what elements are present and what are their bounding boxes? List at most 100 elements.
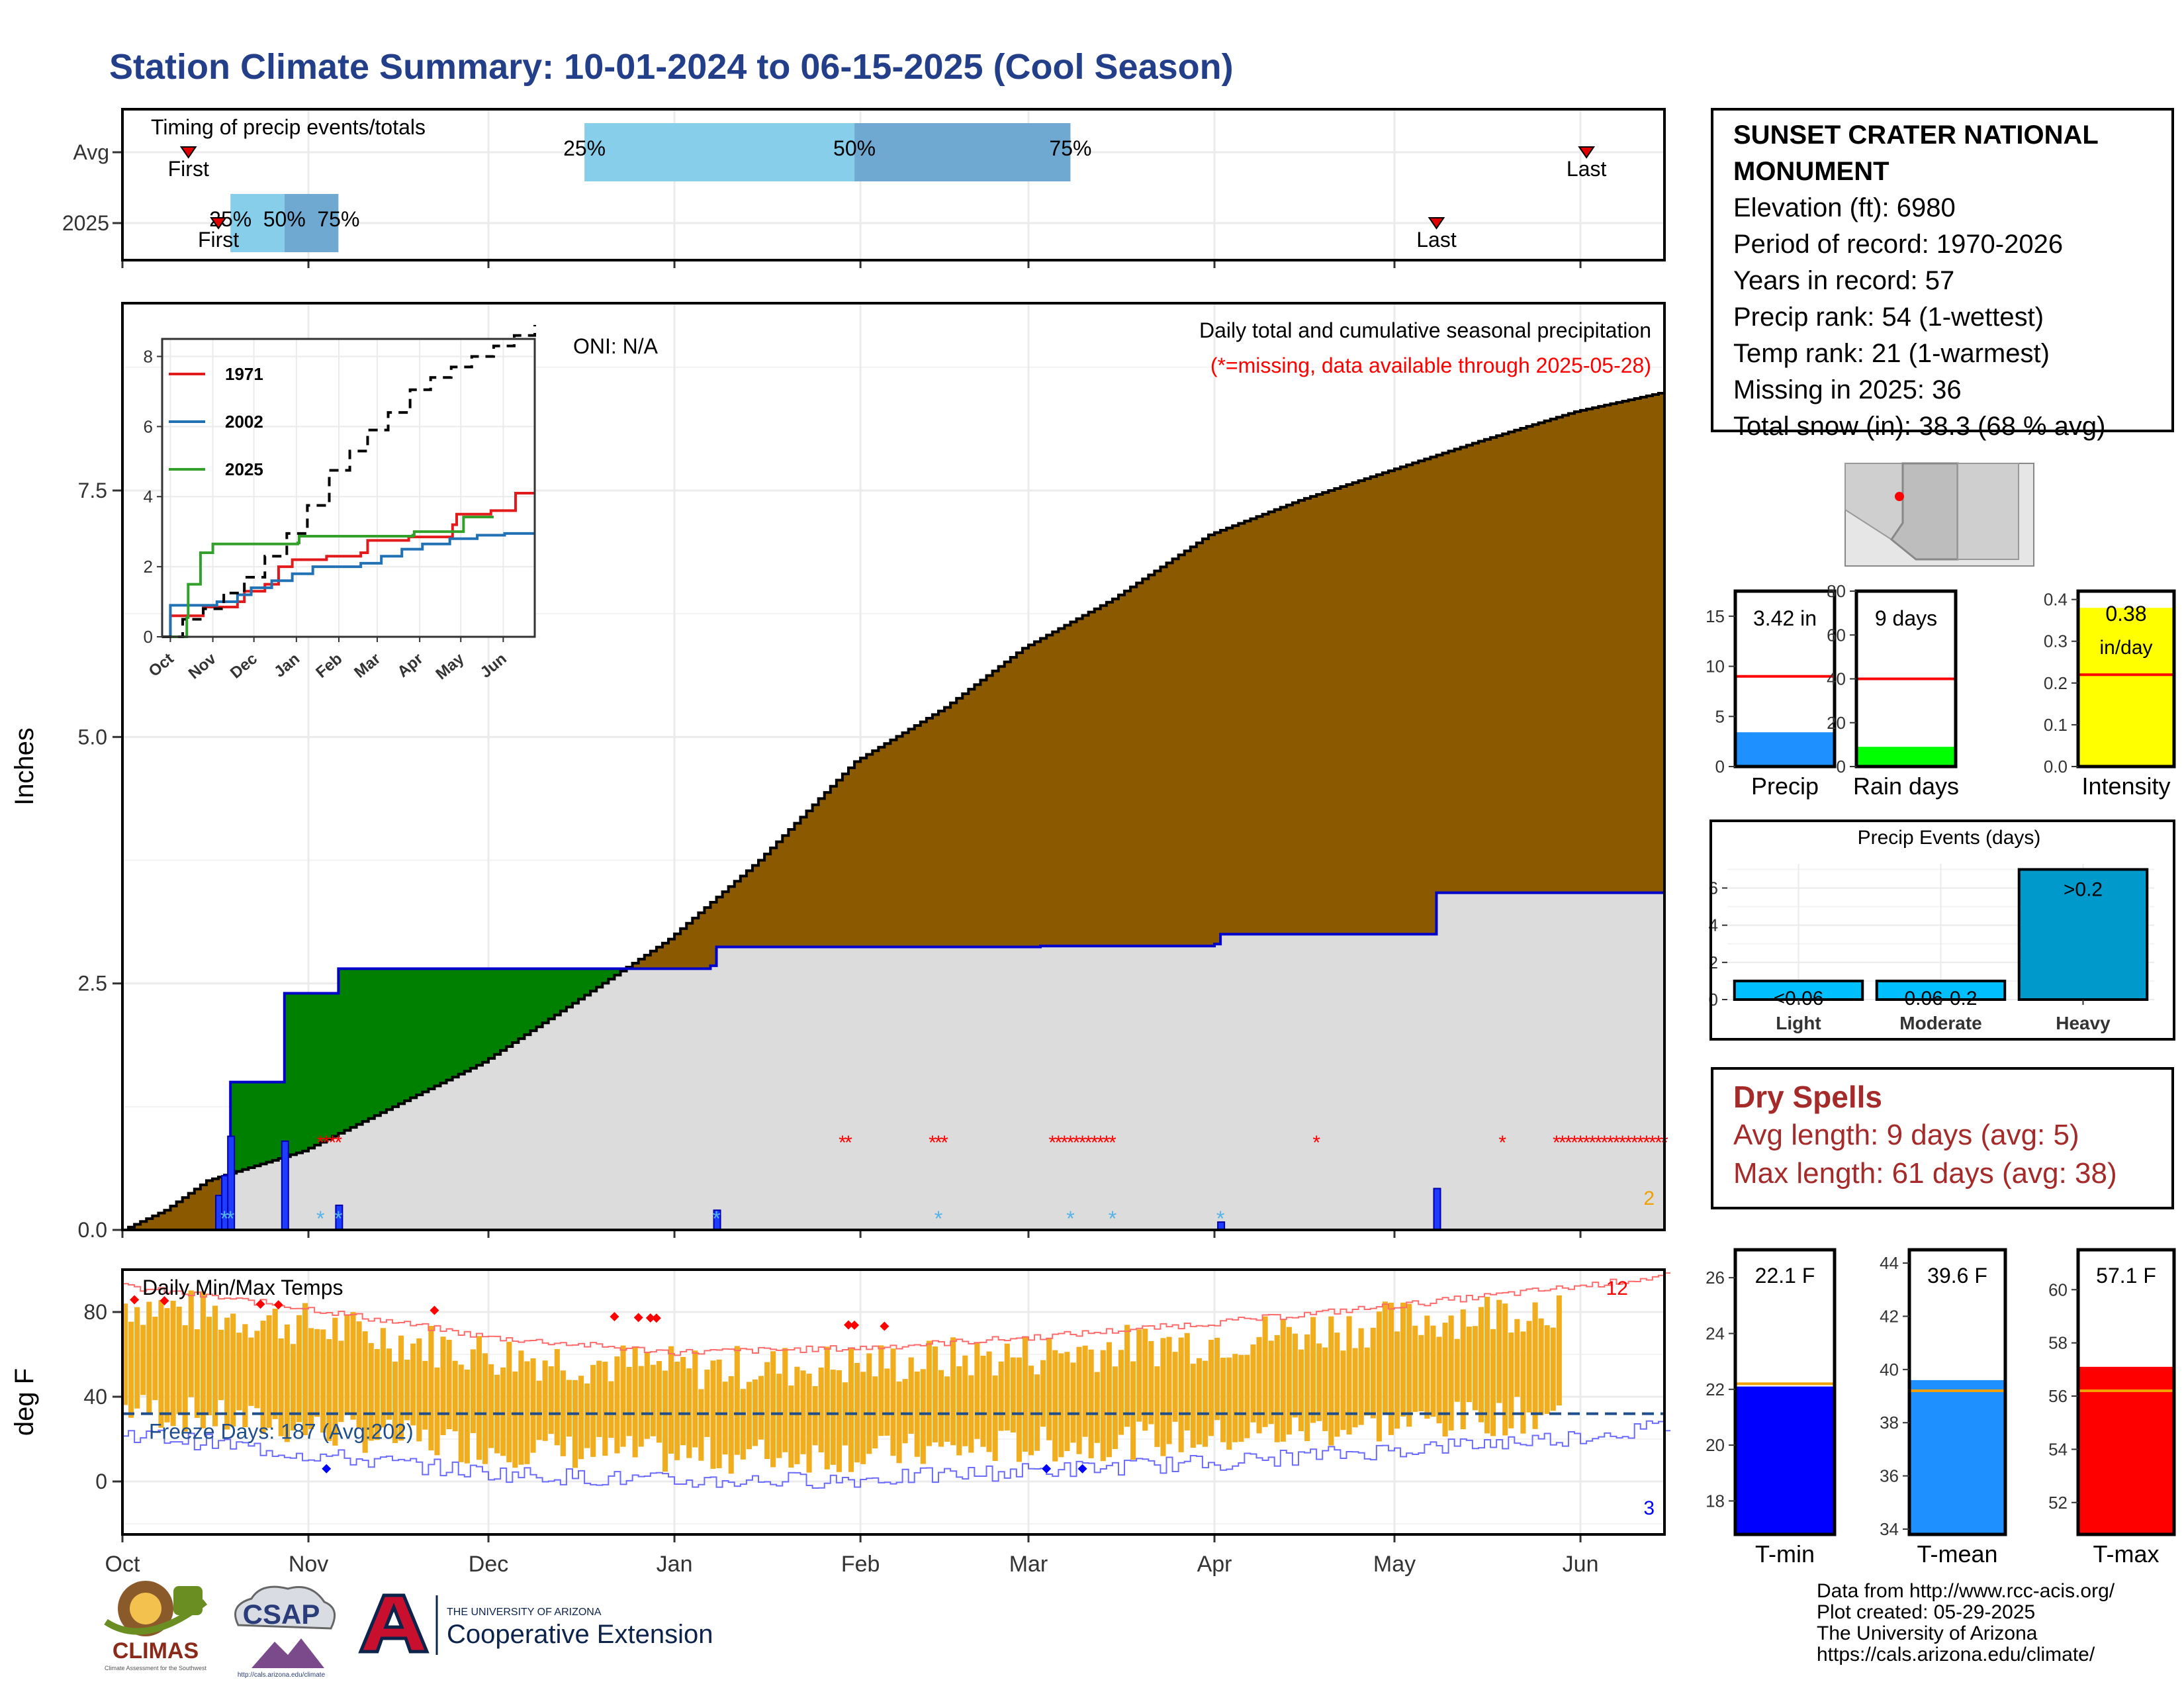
daily-temp-bar [446,1339,452,1430]
daily-temp-bar [230,1313,236,1427]
daily-temp-bar [194,1329,200,1419]
mini-y-tick-label: 5 [1715,706,1725,726]
daily-temp-bar [1400,1302,1406,1417]
record-high-marker [130,1295,140,1305]
snow-marker: * [712,1207,720,1231]
daily-temp-bar [830,1370,836,1465]
daily-temp-bar [554,1349,560,1446]
daily-temp-bar [1448,1315,1454,1430]
missing-marker: * [1079,1132,1087,1154]
daily-temp-bar [644,1352,650,1439]
temp-y-label: deg F [10,1368,39,1436]
station-line-precip-rank: Precip rank: 54 (1-wettest) [1733,303,2044,332]
daily-temp-bar [956,1366,962,1456]
footer-source: Data from http://www.rcc-acis.org/ [1817,1580,2115,1602]
daily-temp-bar [248,1337,254,1406]
daily-temp-bar [1130,1361,1136,1460]
map-state-nm [1957,463,2019,560]
daily-temp-bar [464,1370,470,1464]
daily-temp-bar [974,1342,980,1439]
daily-temp-bar [992,1375,998,1461]
daily-temp-bar [740,1389,746,1460]
temp-y-tick-label: 80 [83,1300,107,1324]
page-title: Station Climate Summary: 10-01-2024 to 0… [109,47,1234,87]
timing-label-50: 50% [263,207,306,231]
inset-bg [162,339,535,637]
missing-marker: * [1570,1132,1578,1154]
daily-temp-bar [1286,1327,1292,1435]
record-high-marker [880,1321,889,1331]
last-marker [1428,217,1445,230]
station-line-temp-rank: Temp rank: 21 (1-warmest) [1733,339,2050,368]
inset-legend-label: 2025 [225,459,263,479]
daily-temp-bar [1196,1358,1202,1445]
daily-temp-bar [650,1364,656,1436]
daily-temp-bar [338,1340,344,1423]
daily-temp-bar [1346,1316,1352,1435]
missing-marker: * [940,1132,948,1154]
daily-temp-bar [1394,1331,1400,1429]
missing-marker: * [1091,1132,1099,1154]
missing-marker: * [844,1132,852,1154]
snow-marker: * [1109,1207,1116,1231]
event-bar [1733,979,1864,1002]
daily-temp-bar [1508,1333,1514,1429]
first-label: First [168,157,209,181]
daily-temp-bar [488,1364,494,1448]
daily-temp-bar [1442,1323,1448,1437]
station-line-period: Period of record: 1970-2026 [1733,230,2064,259]
daily-temp-bar [1064,1352,1070,1452]
missing-marker: * [1054,1132,1062,1154]
daily-temp-bar [506,1342,512,1462]
daily-temp-bar [854,1362,860,1463]
daily-temp-bar [1460,1309,1466,1430]
avg-excess-area [128,392,1664,1231]
daily-temp-bar [530,1358,536,1453]
daily-temp-bar [290,1344,296,1430]
missing-marker: * [1643,1132,1651,1154]
daily-temp-bar [512,1371,518,1468]
daily-temp-bar [590,1364,596,1457]
mini-value-label: 3.42 in [1753,606,1817,630]
daily-temp-bar [182,1325,188,1432]
ua-small-text: THE UNIVERSITY OF ARIZONA [447,1607,602,1618]
csap-url-text: http://cals.arizona.edu/climate [238,1671,326,1678]
daily-temp-bar [848,1348,854,1472]
daily-temp-bar [866,1353,872,1454]
daily-temp-bar [470,1349,476,1433]
daily-temp-bar [1514,1319,1520,1397]
events-category-label: Light [1776,1013,1821,1033]
daily-temp-bar [1532,1302,1538,1429]
daily-temp-bar [770,1351,776,1468]
mini-panel-name: Rain days [1853,773,1959,800]
daily-temp-bar [440,1336,446,1435]
location-map [1844,462,2034,567]
daily-temp-bar [422,1360,428,1430]
mini-value-bar [2078,608,2174,767]
mini-y-tick-label: 20 [1827,713,1846,733]
season-cumulative-area [122,892,1664,1230]
climas-logo: CLIMAS Climate Assessment for the Southw… [104,1581,208,1671]
mini-y-tick-label: 18 [1706,1491,1725,1511]
daily-temp-bar [980,1356,986,1447]
missing-marker: * [1103,1132,1111,1154]
mini-value-bar [1909,1380,2005,1534]
mini-y-tick-label: 40 [1880,1360,1899,1380]
daily-temp-bar [1004,1343,1010,1430]
dry-spells-max: Max length: 61 days (avg: 38) [1733,1157,2117,1190]
mini-y-tick-label: 56 [2048,1386,2068,1406]
mini-y-tick-label: 10 [1706,657,1725,677]
daily-temp-bar [662,1370,668,1472]
daily-temp-bar [1382,1301,1388,1414]
daily-temp-bar [800,1370,806,1454]
mini-y-tick-label: 42 [1880,1306,1899,1326]
daily-temp-bar [572,1380,578,1468]
daily-temp-bar [548,1366,554,1434]
daily-temp-bar [920,1369,926,1464]
daily-temp-bar [374,1348,380,1440]
daily-temp-bar [1430,1325,1436,1417]
inset-series-1971 [162,491,535,638]
daily-temp-bar [1226,1357,1232,1450]
daily-temp-bar [1028,1366,1034,1456]
